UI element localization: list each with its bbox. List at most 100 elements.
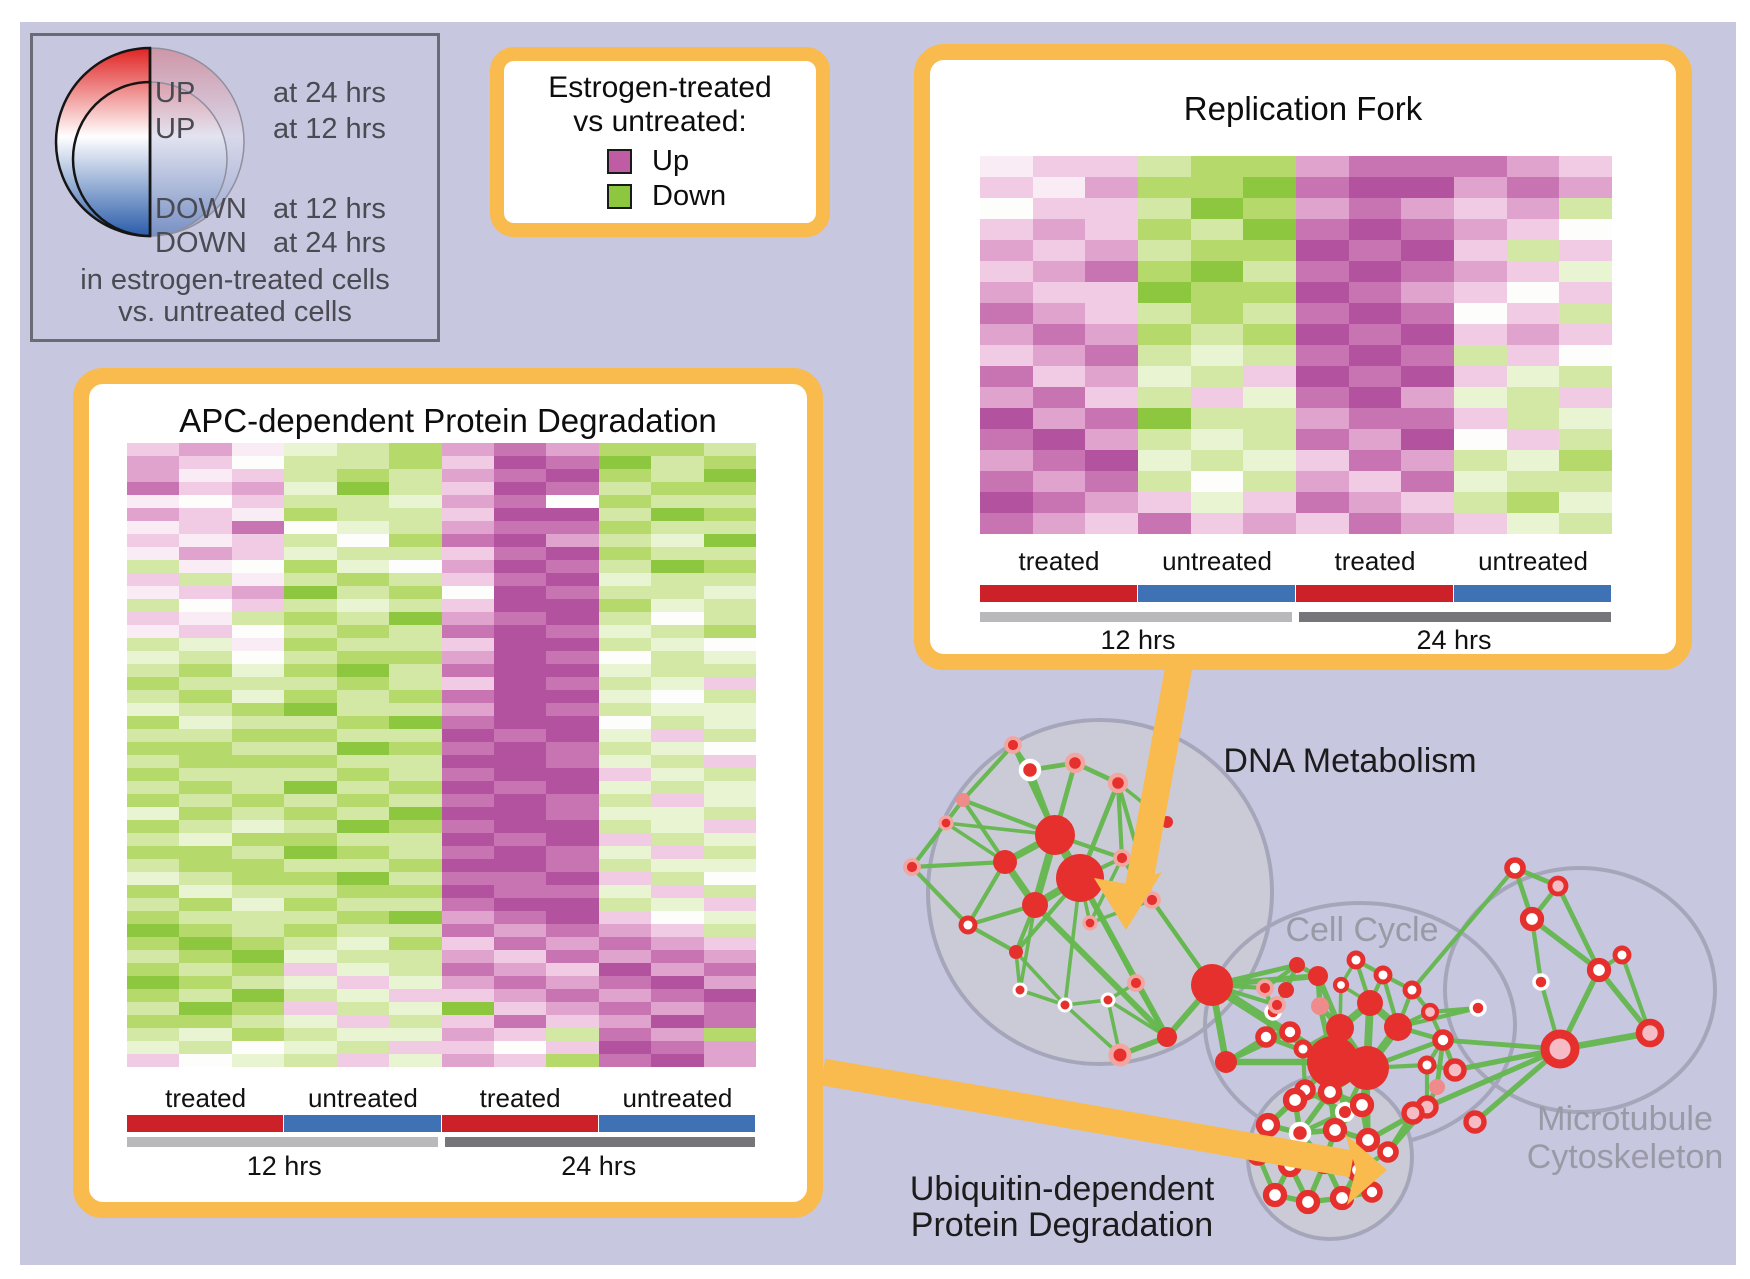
heatmap-cell	[703, 872, 756, 885]
network-node	[1586, 957, 1612, 983]
heatmap-cell	[179, 508, 232, 521]
heatmap-cell	[179, 937, 232, 950]
heatmap-cell	[1296, 366, 1349, 387]
untreated-bar	[598, 1115, 755, 1132]
network-edge	[1223, 1029, 1293, 1065]
updown-gradient-rings-icon	[54, 46, 245, 238]
heatmap-cell	[1190, 219, 1244, 240]
heatmap-cell	[493, 469, 547, 482]
heatmap-cell	[493, 1041, 547, 1054]
heatmap-cell	[598, 794, 652, 807]
heatmap-cell	[179, 781, 232, 794]
network-edge	[960, 797, 1008, 865]
heatmap-cell	[1454, 219, 1507, 240]
heatmap-cell	[441, 924, 494, 937]
heatmap-cell	[703, 1054, 756, 1067]
network-node	[1279, 1021, 1301, 1043]
heatmap-cell	[284, 703, 337, 716]
heatmap-cell	[231, 820, 285, 833]
heatmap-cell	[179, 924, 232, 937]
heatmap-cell	[598, 508, 652, 521]
heatmap-cell	[127, 911, 180, 924]
heatmap-cell	[127, 716, 180, 729]
heatmap-cell	[598, 573, 652, 586]
heatmap-cell	[493, 638, 547, 651]
condition-label: treated	[479, 1083, 561, 1113]
heatmap-cell	[231, 924, 285, 937]
heatmap-cell	[546, 573, 599, 586]
heatmap-cell	[1085, 219, 1138, 240]
heatmap-cell	[1296, 450, 1349, 471]
untreated-bar	[1454, 585, 1611, 602]
heatmap-cell	[127, 469, 180, 482]
heatmap-cell	[703, 612, 756, 625]
heatmap-cell	[1032, 429, 1086, 450]
heatmap-cell	[1085, 156, 1138, 177]
heatmap-cell	[546, 625, 599, 638]
network-node	[1373, 965, 1393, 985]
heatmap-cell	[179, 599, 232, 612]
heatmap-cell	[441, 781, 494, 794]
network-node	[1519, 906, 1545, 932]
heatmap-cell	[546, 677, 599, 690]
heatmap-cell	[1190, 240, 1244, 261]
heatmap-cell	[1190, 177, 1244, 198]
heatmap-cell	[389, 677, 442, 690]
heatmap-cell	[598, 911, 652, 924]
heatmap-cell	[546, 1054, 599, 1067]
heatmap-cell	[1243, 513, 1296, 534]
heatmap-cell	[1243, 387, 1296, 408]
heatmap-cell	[336, 534, 390, 547]
heatmap-cell	[703, 534, 756, 547]
heatmap-cell	[1454, 513, 1507, 534]
heatmap-cell	[336, 612, 390, 625]
heatmap-cell	[179, 976, 232, 989]
heatmap-cell	[1348, 408, 1402, 429]
heatmap-cell	[231, 833, 285, 846]
heatmap-cell	[231, 859, 285, 872]
heatmap-cell	[703, 1041, 756, 1054]
network-edge	[1555, 883, 1602, 973]
heatmap-cell	[651, 963, 704, 976]
arrow-shaft-apc-to-ubiquitin	[820, 1058, 1355, 1178]
heatmap-cell	[546, 703, 599, 716]
heatmap-cell	[703, 859, 756, 872]
network-edge	[910, 821, 948, 869]
heatmap-cell	[1190, 387, 1244, 408]
heatmap-cell	[703, 924, 756, 937]
heatmap-cell	[546, 794, 599, 807]
heatmap-cell	[231, 729, 285, 742]
heatmap-cell	[336, 495, 390, 508]
network-node	[1317, 1079, 1343, 1105]
heatmap-cell	[231, 599, 285, 612]
network-node	[1349, 1092, 1375, 1118]
heatmap-cell	[1401, 324, 1454, 345]
heatmap-cell	[651, 573, 704, 586]
network-node	[1417, 1055, 1437, 1075]
updown-key-box: UP at 24 hrs UP at 12 hrs DOWN at 12 hrs…	[30, 33, 440, 342]
heatmap-cell	[127, 560, 180, 573]
heatmap-cell	[284, 1028, 337, 1041]
heatmap-cell	[703, 508, 756, 521]
heatmap-cell	[127, 495, 180, 508]
heatmap-cell	[127, 963, 180, 976]
heatmap-cell	[127, 833, 180, 846]
heatmap-cell	[703, 495, 756, 508]
heatmap-cell	[598, 521, 652, 534]
heatmap-cell	[127, 1015, 180, 1028]
heatmap-cell	[336, 1054, 390, 1067]
heatmap-cell	[231, 976, 285, 989]
heatmap-cell	[231, 703, 285, 716]
heatmap-cell	[493, 963, 547, 976]
heatmap-cell	[127, 625, 180, 638]
heatmap-cell	[179, 794, 232, 807]
heatmap-cell	[1138, 303, 1191, 324]
heatmap-cell	[1401, 282, 1454, 303]
heatmap-cell	[1348, 303, 1402, 324]
heatmap-cell	[598, 768, 652, 781]
network-edge	[1032, 902, 1170, 1040]
heatmap-cell	[336, 625, 390, 638]
heatmap-cell	[493, 612, 547, 625]
heatmap-cell	[284, 833, 337, 846]
heatmap-cell	[127, 521, 180, 534]
